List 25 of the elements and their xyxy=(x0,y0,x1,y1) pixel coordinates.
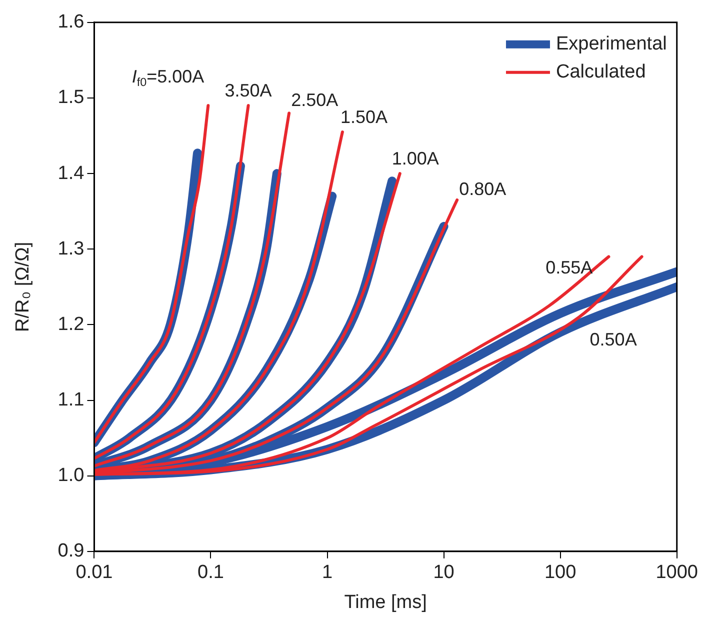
y-tick-label: 1.4 xyxy=(58,162,85,184)
x-tick-label: 100 xyxy=(544,562,576,584)
x-tick-label: 10 xyxy=(433,562,454,584)
x-tick-label: 1 xyxy=(322,562,333,584)
x-tick-label: 0.01 xyxy=(76,562,113,584)
y-tick-label: 1.3 xyxy=(58,238,84,260)
y-tick-label: 1.1 xyxy=(58,389,84,410)
x-tick-label: 1000 xyxy=(656,562,698,584)
y-tick-label: 1.2 xyxy=(58,314,84,335)
annotation: 0.50A xyxy=(590,330,637,350)
x-tick-label: 0.1 xyxy=(198,562,224,584)
annotation: 2.50A xyxy=(291,90,338,110)
annotation: 1.50A xyxy=(340,106,388,127)
annotation: 0.80A xyxy=(459,178,506,199)
legend-label: Experimental xyxy=(556,34,667,55)
annotation: 0.55A xyxy=(546,258,593,278)
annotation: 1.00A xyxy=(392,148,439,169)
y-tick-label: 0.9 xyxy=(58,540,84,562)
annotation: 3.50A xyxy=(224,80,272,100)
y-tick-label: 1.6 xyxy=(58,12,84,33)
x-axis-title: Time [ms] xyxy=(344,592,427,613)
y-axis-title: R/R₀ [Ω/Ω] xyxy=(12,242,34,332)
y-tick-label: 1.0 xyxy=(58,465,84,486)
legend-label: Calculated xyxy=(556,62,646,83)
y-tick-label: 1.5 xyxy=(58,87,84,108)
